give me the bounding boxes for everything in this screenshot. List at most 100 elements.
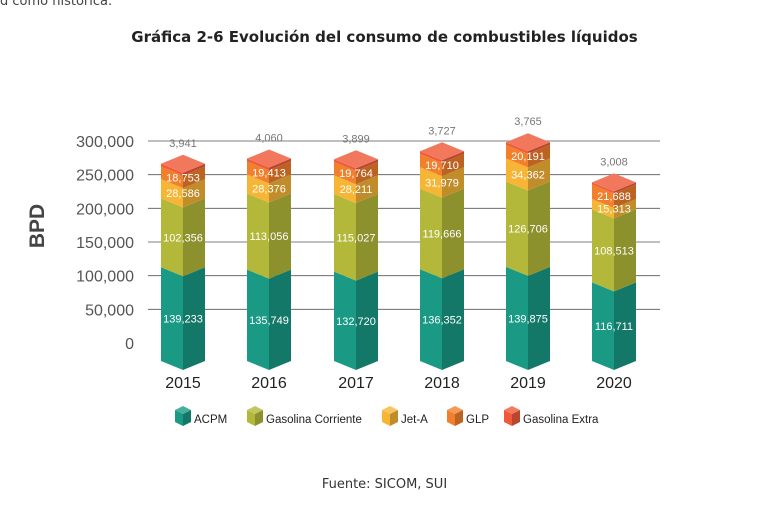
legend-swatch-left (247, 410, 255, 426)
bar-segment-jet-a (247, 174, 291, 203)
bar-face-right (183, 198, 205, 277)
bar-face-left (420, 188, 442, 279)
bar-face-right (356, 175, 378, 204)
bar-face-right (442, 167, 464, 198)
bar-face-right (528, 181, 550, 276)
bar-face-right (614, 282, 636, 370)
data-label: 136,352 (422, 315, 462, 327)
bar-face-left (161, 198, 183, 277)
bar-2017: 132,720 115,027 28,211 19,764 3,899 (334, 133, 378, 370)
bar-face-left (592, 209, 614, 292)
data-label: 116,711 (595, 321, 633, 333)
bar-face-left (506, 144, 528, 168)
bar-face-left (592, 184, 614, 209)
legend-label: Jet-A (401, 414, 428, 426)
data-label: 102,356 (163, 232, 203, 244)
bar-face-left (247, 174, 269, 203)
y-tick-label: 300,000 (76, 134, 134, 151)
bar-face-left (161, 166, 183, 189)
legend-swatch-left (447, 410, 455, 426)
bar-face-left (506, 158, 528, 191)
data-label: 139,233 (163, 314, 203, 326)
bar-segment-glp (334, 161, 378, 185)
y-tick-label: 0 (125, 336, 134, 353)
bar-segment-acpm (247, 269, 291, 370)
bar-2019: 139,875 126,706 34,362 20,191 3,765 (506, 116, 550, 370)
bar-face-right (614, 184, 636, 209)
bar-segment-gasolina-extra (161, 163, 205, 176)
bar-face-right (269, 193, 291, 279)
bar-segment-gasolina-extra (334, 159, 378, 171)
bar-face-left (420, 167, 442, 198)
bar-face-left (420, 151, 442, 163)
bar-face-right (183, 267, 205, 370)
bar-face-right (442, 188, 464, 279)
bar-face-right (528, 158, 550, 191)
legend-item: Gasolina Extra (504, 406, 599, 426)
y-axis-label: BPD (26, 204, 49, 248)
bar-face-right (614, 199, 636, 219)
bar-segment-gasolina-corriente (506, 181, 550, 276)
bar-face-right (528, 266, 550, 370)
legend-swatch-left (382, 410, 390, 426)
bar-face-right (528, 142, 550, 154)
bar-top-cap (247, 149, 291, 168)
legend-swatch-right (455, 410, 463, 426)
bar-face-left (506, 266, 528, 370)
legend-label: Gasolina Extra (523, 414, 599, 426)
data-label: 20,191 (511, 151, 545, 163)
bar-face-right (442, 151, 464, 163)
data-label: 115,027 (337, 232, 376, 244)
bar-segment-acpm (592, 282, 636, 370)
legend-label: ACPM (194, 414, 227, 426)
bars: 139,233 102,356 28,586 18,753 3,941 135,749 11… (161, 116, 636, 370)
bar-face-left (506, 142, 528, 154)
legend-item: Jet-A (382, 406, 428, 426)
data-label: 3,765 (514, 116, 542, 128)
bar-face-left (247, 158, 269, 171)
legend-item: GLP (447, 406, 489, 426)
bar-segment-gasolina-extra (247, 158, 291, 171)
data-label: 3,727 (428, 125, 456, 137)
bar-top-cap (592, 173, 636, 192)
bar-segment-gasolina-corriente (420, 188, 464, 279)
data-label: 31,979 (425, 177, 459, 189)
bar-face-left (420, 153, 442, 177)
data-label: 34,362 (511, 169, 545, 181)
bar-face-right (183, 166, 205, 189)
data-label: 139,875 (508, 313, 548, 325)
bar-face-right (269, 161, 291, 184)
x-tick-label: 2015 (165, 375, 201, 392)
bar-segment-acpm (506, 266, 550, 370)
bar-face-left (161, 163, 183, 176)
bar-face-left (247, 193, 269, 279)
legend-label: Gasolina Corriente (266, 414, 362, 426)
y-tick-label: 200,000 (76, 201, 134, 218)
data-label: 19,764 (339, 168, 373, 180)
bar-2016: 135,749 113,056 28,376 19,413 4,060 (247, 133, 291, 370)
bar-face-left (161, 179, 183, 208)
bar-top-cap (161, 154, 205, 173)
bar-segment-glp (506, 144, 550, 168)
bar-top-cap (506, 133, 550, 152)
data-label: 19,710 (425, 160, 459, 172)
legend: ACPM Gasolina Corriente Jet-A GLP Gasolina E… (175, 406, 599, 426)
chart-title: Gráfica 2-6 Evolución del consumo de com… (131, 28, 638, 46)
bar-face-right (442, 269, 464, 370)
data-label: 18,753 (166, 172, 200, 184)
legend-item: ACPM (175, 406, 227, 426)
y-tick-label: 100,000 (76, 269, 134, 286)
bar-face-right (183, 179, 205, 208)
data-label: 3,899 (342, 133, 370, 145)
legend-item: Gasolina Corriente (247, 406, 362, 426)
data-label: 19,413 (252, 167, 286, 179)
bar-face-right (269, 158, 291, 171)
bar-face-left (334, 161, 356, 185)
bar-segment-glp (420, 153, 464, 177)
bar-face-left (420, 269, 442, 370)
bar-top-cap (334, 150, 378, 169)
data-label: 119,666 (423, 228, 462, 240)
data-label: 126,706 (508, 224, 548, 236)
